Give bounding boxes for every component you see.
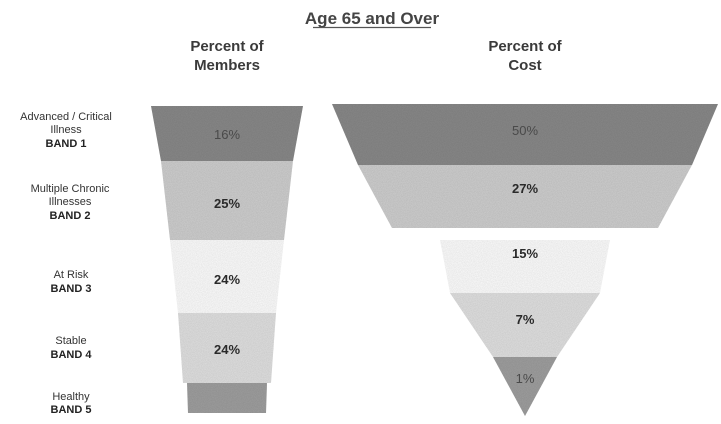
cost-value-label-band5: 1% [516,371,535,386]
category-label-band5-band: BAND 5 [51,404,92,416]
cost-value-label-band4: 7% [516,312,535,327]
cost-segment-band4 [450,293,600,357]
members-value-label-band2: 25% [214,196,240,211]
category-label-band3-band: BAND 3 [51,283,92,295]
cost-value-label-band1: 50% [512,123,538,138]
members-segment-band2 [161,161,293,240]
members-series-header-line1: Percent of [190,38,264,55]
chart-title: Age 65 and Over [305,9,440,28]
members-value-label-band3: 24% [214,272,240,287]
cost-series-header-line1: Percent of [488,38,562,55]
category-labels: Advanced / Critical Illness BAND 1 Multi… [20,111,112,416]
category-label-band1-line1: Advanced / Critical [20,111,112,123]
members-value-label-band1: 16% [214,127,240,142]
members-funnel [151,106,303,413]
members-series-header-line2: Members [194,57,260,74]
category-label-band3-line1: At Risk [54,269,89,281]
category-label-band5-line1: Healthy [52,391,90,403]
category-label-band1-band: BAND 1 [46,138,87,150]
cost-segment-band5 [493,357,557,416]
members-value-label-band4: 24% [214,342,240,357]
cost-value-label-band2: 27% [512,181,538,196]
cost-segment-band3 [440,240,610,293]
members-segment-band4 [178,313,276,383]
members-funnel-labels: 16% 25% 24% 24% [214,127,240,357]
members-segment-band3 [170,240,284,313]
category-label-band4-band: BAND 4 [51,349,93,361]
category-label-band2-line1: Multiple Chronic [31,183,110,195]
members-segment-band1 [151,106,303,161]
members-segment-band5 [187,383,267,413]
category-label-band1-line2: Illness [50,124,82,136]
cost-segment-band1 [332,104,718,165]
category-label-band2-line2: Illnesses [49,196,92,208]
category-label-band2-band: BAND 2 [50,210,91,222]
cost-value-label-band3: 15% [512,246,538,261]
cost-series-header-line2: Cost [508,57,541,74]
category-label-band4-line1: Stable [55,335,86,347]
cost-funnel-labels: 50% 27% 15% 7% 1% [512,123,538,386]
cost-funnel [332,104,718,416]
cost-segment-band2 [358,165,692,228]
